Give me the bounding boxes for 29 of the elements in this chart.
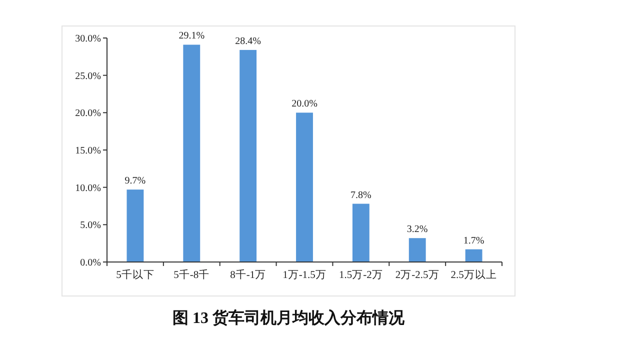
x-tick-label: 2万-2.5万 xyxy=(395,269,440,281)
data-label: 3.2% xyxy=(406,224,428,236)
x-tick-label: 1万-1.5万 xyxy=(282,269,326,281)
y-tick-label: 0.0% xyxy=(80,258,101,268)
bar xyxy=(183,44,200,262)
y-tick-label: 10.0% xyxy=(75,182,101,194)
bar xyxy=(240,50,257,262)
data-label: 9.7% xyxy=(124,176,146,187)
x-tick-label: 2.5万以上 xyxy=(450,268,497,281)
x-tick-label: 5千-8千 xyxy=(174,268,210,281)
bar xyxy=(352,204,370,262)
data-label: 7.8% xyxy=(350,190,372,201)
x-tick-label: 8千-1万 xyxy=(230,268,266,281)
y-tick-label: 25.0% xyxy=(75,70,101,82)
data-label: 20.0% xyxy=(292,98,318,110)
data-label: 1.7% xyxy=(463,235,484,246)
bar xyxy=(408,238,426,262)
bar xyxy=(465,249,482,262)
text: 图 13 货车司机月均收入分布情况 xyxy=(172,309,406,327)
y-tick-label: 5.0% xyxy=(80,220,101,232)
x-tick-label: 1.5万-2万 xyxy=(338,269,383,281)
y-tick-label: 20.0% xyxy=(75,108,101,120)
data-label: 28.4% xyxy=(235,36,261,47)
y-tick-label: 30.0% xyxy=(75,34,101,44)
x-tick-label: 5千以下 xyxy=(116,268,154,281)
bar xyxy=(126,190,144,262)
y-tick-label: 15.0% xyxy=(75,146,101,156)
data-label: 29.1% xyxy=(178,30,205,42)
bar xyxy=(296,112,313,262)
